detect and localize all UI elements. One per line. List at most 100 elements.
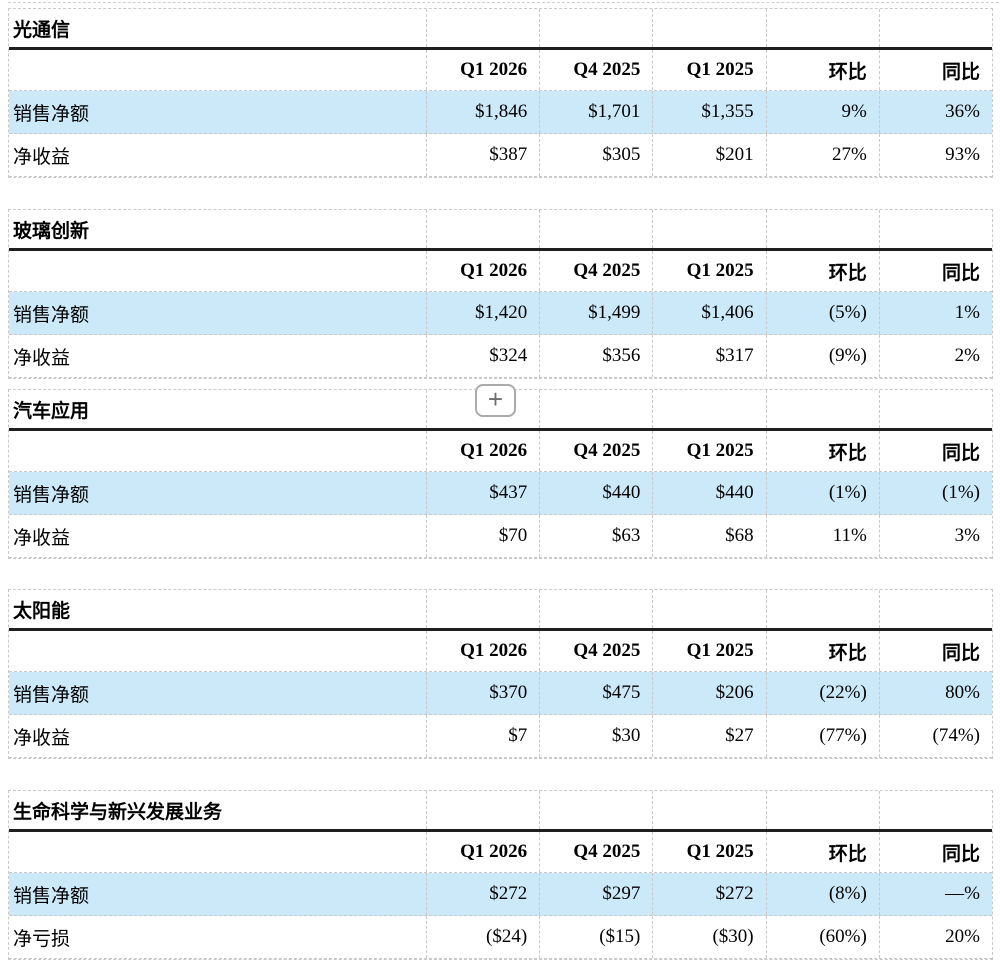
segment-table: 太阳能 Q1 2026 Q4 2025 Q1 2025 环比 同比 销售净额 $… xyxy=(8,589,993,759)
value-cell: $272 xyxy=(426,873,539,915)
row-label: 净收益 xyxy=(13,727,71,749)
expand-button[interactable]: + xyxy=(475,384,516,417)
heavy-rule xyxy=(9,628,992,631)
column-header-qoq: 环比 xyxy=(765,832,879,872)
column-header-yoy: 同比 xyxy=(878,431,992,471)
empty-cell xyxy=(426,9,539,47)
net-sales-row: 销售净额 $437 $440 $440 (1%) (1%) xyxy=(9,472,992,515)
empty-cell xyxy=(426,791,539,829)
empty-cell xyxy=(765,9,879,47)
value-cell: 11% xyxy=(765,515,879,557)
value-cell: $440 xyxy=(539,472,652,514)
value-cell: ($15) xyxy=(539,916,652,958)
empty-cell xyxy=(765,210,879,248)
column-header-q1-2025: Q1 2025 xyxy=(652,251,765,291)
column-header-q4-2025: Q4 2025 xyxy=(539,832,652,872)
value-cell: (22%) xyxy=(765,672,879,714)
column-header-q4-2025: Q4 2025 xyxy=(539,251,652,291)
empty-cell xyxy=(426,210,539,248)
value-cell: $30 xyxy=(539,715,652,757)
value-cell: 20% xyxy=(878,916,992,958)
row-label: 净亏损 xyxy=(13,928,71,950)
section-title-row: 生命科学与新兴发展业务 xyxy=(9,791,992,829)
section-title: 玻璃创新 xyxy=(13,220,90,242)
column-header-yoy: 同比 xyxy=(878,832,992,872)
net-income-row: 净亏损 ($24) ($15) ($30) (60%) 20% xyxy=(9,916,992,959)
column-header-row: Q1 2026 Q4 2025 Q1 2025 环比 同比 xyxy=(9,251,992,292)
column-header-q1-2025: Q1 2025 xyxy=(652,631,765,671)
column-header-q1-2026: Q1 2026 xyxy=(426,631,539,671)
segment-table: 生命科学与新兴发展业务 Q1 2026 Q4 2025 Q1 2025 环比 同… xyxy=(8,790,993,960)
empty-cell xyxy=(539,390,652,428)
column-header-yoy: 同比 xyxy=(878,251,992,291)
segment-table: 玻璃创新 Q1 2026 Q4 2025 Q1 2025 环比 同比 销售净额 … xyxy=(8,209,993,379)
empty-cell xyxy=(9,251,426,291)
value-cell: $206 xyxy=(652,672,765,714)
value-cell: (74%) xyxy=(878,715,992,757)
value-cell: $1,701 xyxy=(539,91,652,133)
column-header-row: Q1 2026 Q4 2025 Q1 2025 环比 同比 xyxy=(9,832,992,873)
value-cell: $201 xyxy=(652,134,765,176)
section-title-row: 太阳能 xyxy=(9,590,992,628)
value-cell: $70 xyxy=(426,515,539,557)
value-cell: $1,406 xyxy=(652,292,765,334)
net-sales-row: 销售净额 $1,846 $1,701 $1,355 9% 36% xyxy=(9,91,992,134)
column-header-yoy: 同比 xyxy=(878,50,992,90)
column-header-q4-2025: Q4 2025 xyxy=(539,431,652,471)
column-header-q1-2025: Q1 2025 xyxy=(652,50,765,90)
empty-cell xyxy=(539,590,652,628)
top-divider xyxy=(8,2,999,3)
value-cell: (8%) xyxy=(765,873,879,915)
empty-cell xyxy=(878,9,992,47)
column-header-q4-2025: Q4 2025 xyxy=(539,631,652,671)
value-cell: $305 xyxy=(539,134,652,176)
value-cell: $440 xyxy=(652,472,765,514)
value-cell: $272 xyxy=(652,873,765,915)
value-cell: $68 xyxy=(652,515,765,557)
net-income-row: 净收益 $7 $30 $27 (77%) (74%) xyxy=(9,715,992,758)
column-header-q1-2026: Q1 2026 xyxy=(426,832,539,872)
segment-results: 光通信 Q1 2026 Q4 2025 Q1 2025 环比 同比 销售净额 $… xyxy=(8,8,993,960)
value-cell: $1,499 xyxy=(539,292,652,334)
value-cell: $324 xyxy=(426,335,539,377)
column-header-qoq: 环比 xyxy=(765,50,879,90)
empty-cell xyxy=(539,9,652,47)
empty-cell xyxy=(9,832,426,872)
value-cell: 3% xyxy=(878,515,992,557)
value-cell: $7 xyxy=(426,715,539,757)
section-title-row: 汽车应用 xyxy=(9,390,992,428)
column-header-row: Q1 2026 Q4 2025 Q1 2025 环比 同比 xyxy=(9,631,992,672)
column-header-row: Q1 2026 Q4 2025 Q1 2025 环比 同比 xyxy=(9,431,992,472)
value-cell: $27 xyxy=(652,715,765,757)
empty-cell xyxy=(652,590,765,628)
empty-cell xyxy=(426,390,539,428)
value-cell: (1%) xyxy=(765,472,879,514)
value-cell: $63 xyxy=(539,515,652,557)
net-income-row: 净收益 $70 $63 $68 11% 3% xyxy=(9,515,992,558)
value-cell: (1%) xyxy=(878,472,992,514)
empty-cell xyxy=(878,210,992,248)
column-header-q4-2025: Q4 2025 xyxy=(539,50,652,90)
heavy-rule xyxy=(9,47,992,50)
empty-cell xyxy=(652,390,765,428)
empty-cell xyxy=(9,50,426,90)
net-sales-row: 销售净额 $1,420 $1,499 $1,406 (5%) 1% xyxy=(9,292,992,335)
column-header-qoq: 环比 xyxy=(765,631,879,671)
column-header-q1-2026: Q1 2026 xyxy=(426,251,539,291)
empty-cell xyxy=(652,210,765,248)
value-cell: $317 xyxy=(652,335,765,377)
value-cell: $1,846 xyxy=(426,91,539,133)
column-header-yoy: 同比 xyxy=(878,631,992,671)
value-cell: $387 xyxy=(426,134,539,176)
value-cell: —% xyxy=(878,873,992,915)
value-cell: 27% xyxy=(765,134,879,176)
column-header-qoq: 环比 xyxy=(765,431,879,471)
empty-cell xyxy=(878,590,992,628)
value-cell: (60%) xyxy=(765,916,879,958)
value-cell: $297 xyxy=(539,873,652,915)
value-cell: 2% xyxy=(878,335,992,377)
column-header-qoq: 环比 xyxy=(765,251,879,291)
column-header-q1-2026: Q1 2026 xyxy=(426,50,539,90)
empty-cell xyxy=(539,210,652,248)
section-title: 汽车应用 xyxy=(13,400,90,422)
